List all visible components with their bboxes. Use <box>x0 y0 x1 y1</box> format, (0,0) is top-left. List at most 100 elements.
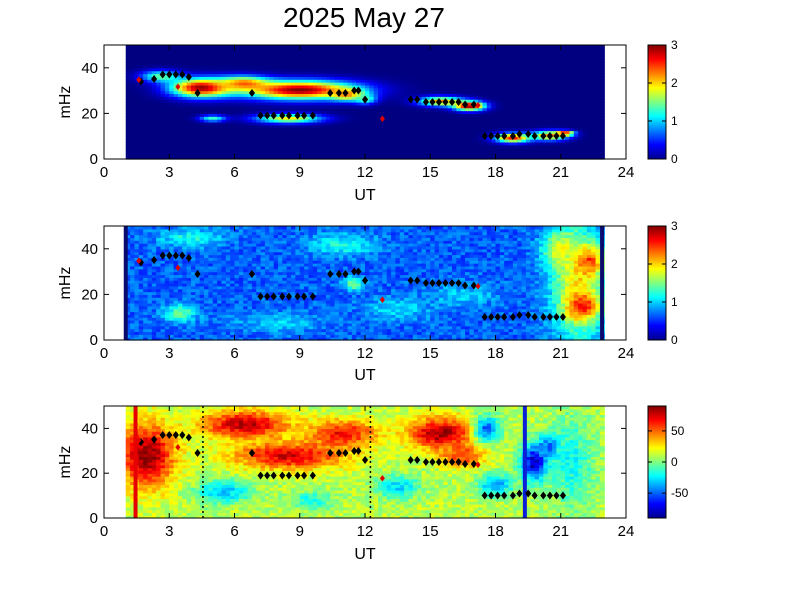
colorbar: 0123 <box>648 38 678 166</box>
heatmap-cell <box>583 45 588 48</box>
heatmap-cell <box>474 45 479 48</box>
heatmap-cell <box>456 45 461 48</box>
heatmap-cell <box>322 45 327 48</box>
y-tick-label: 20 <box>81 105 98 122</box>
y-tick-label: 40 <box>81 60 98 77</box>
heatmap-cell <box>174 45 179 48</box>
heatmap-cell <box>430 45 435 48</box>
heatmap-cell <box>387 45 392 48</box>
heatmap-cell <box>200 45 205 48</box>
marker-red: ♦ <box>135 76 143 86</box>
x-tick-label: 24 <box>618 164 635 181</box>
heatmap-cell <box>304 45 309 48</box>
colorbar-tick-label: 3 <box>671 38 678 52</box>
heatmap-cell <box>339 45 344 48</box>
heatmap-cell <box>391 45 396 48</box>
heatmap-cell <box>134 45 139 48</box>
heatmap-cell <box>208 45 213 48</box>
heatmap-cell <box>565 45 570 48</box>
heatmap-cell <box>182 45 187 48</box>
heatmap-cell <box>191 45 196 48</box>
heatmap-cell <box>252 45 257 48</box>
heatmap-cell <box>248 45 253 48</box>
heatmap-cell <box>482 45 487 48</box>
heatmap-cell <box>522 45 527 48</box>
heatmap-cell <box>261 45 266 48</box>
marker-black: ♦ <box>308 110 318 123</box>
heatmap-cell <box>343 45 348 48</box>
heatmap-cell <box>500 45 505 48</box>
heatmap-cell <box>161 226 166 229</box>
heatmap-cell <box>235 45 240 48</box>
heatmap-cell <box>578 45 583 48</box>
heatmap-cell <box>226 45 231 48</box>
heatmap-cell <box>143 45 148 48</box>
heatmap-cell <box>409 45 414 48</box>
marker-black: ♦ <box>558 130 568 143</box>
heatmap-cell <box>130 226 135 229</box>
heatmap-cell <box>378 45 383 48</box>
heatmap-cell <box>161 45 166 48</box>
heatmap-cell <box>134 226 139 229</box>
heatmap-cell <box>156 45 161 48</box>
heatmap-cell <box>291 45 296 48</box>
heatmap-cell <box>448 45 453 48</box>
heatmap-cell <box>539 45 544 48</box>
heatmap-cell <box>274 45 279 48</box>
marker-black: ♦ <box>247 87 257 100</box>
heatmap-cell <box>308 45 313 48</box>
heatmap-cell <box>352 45 357 48</box>
heatmap-cell <box>243 45 248 48</box>
heatmap-cell <box>139 45 144 48</box>
heatmap-cell <box>269 45 274 48</box>
heatmap-cell <box>435 45 440 48</box>
heatmap-cell <box>187 45 192 48</box>
colorbar-tick-label: 1 <box>671 114 678 128</box>
heatmap-cell <box>513 45 518 48</box>
heatmap-cell <box>552 45 557 48</box>
x-tick-label: 21 <box>552 164 569 181</box>
heatmap-cell <box>404 45 409 48</box>
heatmap-cell <box>326 45 331 48</box>
heatmap-cell <box>561 45 566 48</box>
y-tick-label: 0 <box>90 151 98 168</box>
heatmap-cell <box>313 45 318 48</box>
heatmap-cell <box>400 45 405 48</box>
heatmap-cell <box>574 45 579 48</box>
heatmap-cell <box>374 45 379 48</box>
colorbar-tick-label: 2 <box>671 76 678 90</box>
colorbar-gradient <box>648 45 666 159</box>
heatmap-cell <box>152 226 157 229</box>
heatmap-cell <box>478 45 483 48</box>
panel-top: ♦ ♦♦♦♦♦♦♦ ♦♦♦♦♦♦♦♦♦♦♦♦♦♦♦ ♦♦♦♦♦♦♦♦♦♦♦♦♦♦♦♦♦… <box>57 38 678 204</box>
heatmap-cell <box>282 45 287 48</box>
heatmap-cell <box>600 45 605 48</box>
heatmap-cell <box>443 45 448 48</box>
x-tick-label: 18 <box>487 164 504 181</box>
heatmap-cell <box>422 45 427 48</box>
heatmap-cell <box>587 45 592 48</box>
heatmap-cell <box>169 226 174 229</box>
x-tick-label: 9 <box>296 164 304 181</box>
marker-black: ♦ <box>184 71 194 84</box>
x-axis-label: UT <box>354 187 376 204</box>
heatmap-cell <box>569 45 574 48</box>
heatmap-cell <box>348 45 353 48</box>
y-axis-label: mHz <box>57 86 74 119</box>
heatmap-cell <box>365 45 370 48</box>
heatmap-cell <box>148 226 153 229</box>
heatmap-cell <box>156 226 161 229</box>
heatmap-cell <box>213 45 218 48</box>
marker-red: ♦ <box>174 83 182 93</box>
heatmap-cell <box>174 226 179 229</box>
heatmap-cell <box>300 45 305 48</box>
heatmap-cell <box>130 45 135 48</box>
x-tick-label: 12 <box>357 164 374 181</box>
x-tick-label: 6 <box>230 164 238 181</box>
heatmap-cell <box>395 45 400 48</box>
heatmap-cell <box>148 45 153 48</box>
heatmap-cell <box>487 45 492 48</box>
heatmap-cell <box>221 45 226 48</box>
heatmap-cell <box>287 45 292 48</box>
